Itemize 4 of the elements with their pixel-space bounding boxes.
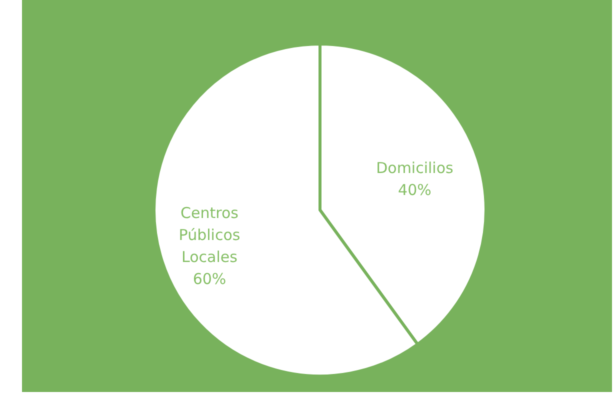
data-label: 40% xyxy=(398,181,432,200)
slice-label: Domicilios xyxy=(376,159,454,178)
data-label: 60% xyxy=(192,270,226,288)
slice-label: Centros Públicos Locales xyxy=(178,204,240,266)
